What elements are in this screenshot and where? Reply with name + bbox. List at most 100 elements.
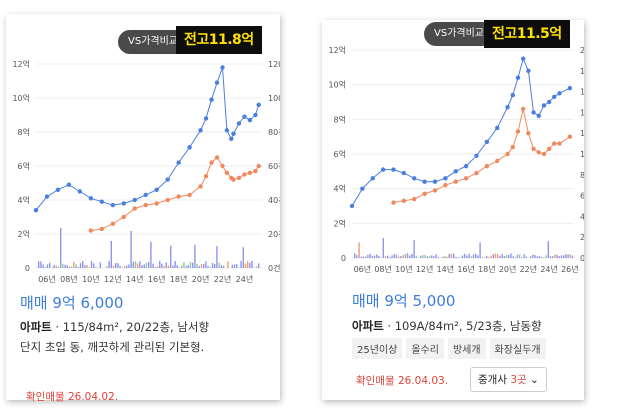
volume-bar	[231, 264, 233, 268]
sale-price-point	[391, 167, 396, 172]
volume-bar	[152, 263, 154, 268]
volume-bar	[481, 257, 483, 258]
sale-price-point	[154, 187, 159, 192]
jeonse-price-point	[515, 129, 521, 134]
volume-bar	[424, 254, 426, 258]
volume-bar	[55, 265, 57, 268]
sale-price-point	[474, 153, 479, 158]
property-spec: · 115/84m², 20/22층, 남서향	[51, 320, 210, 334]
agent-dropdown[interactable]: 중개사 3곳 ⌄	[470, 367, 547, 392]
volume-bar	[196, 264, 198, 268]
sale-price-point	[484, 139, 490, 145]
x-tick-label: 16년	[457, 264, 475, 274]
jeonse-price-point	[391, 200, 396, 205]
volume-bar	[220, 265, 222, 268]
sale-price-point	[55, 187, 61, 192]
volume-bar	[426, 256, 428, 258]
volume-bar	[108, 261, 110, 268]
volume-bar	[433, 256, 435, 258]
volume-bar	[90, 260, 93, 268]
jeonse-price-point	[203, 174, 209, 179]
x-tick-label: 08년	[374, 264, 392, 274]
listing-card-right[interactable]: 12억 10억 8억 6억 4억 2억 0 20건 18건 16건 14건 12건 10건 8건 6건 4건 2…	[322, 20, 584, 400]
volume-bar	[356, 255, 358, 258]
y-right-tick-label: 2건	[580, 232, 584, 242]
volume-bar	[389, 256, 391, 258]
volume-bar	[387, 255, 389, 258]
volume-bar	[567, 254, 569, 258]
volume-bar	[400, 256, 402, 258]
volume-bar	[541, 257, 543, 258]
volume-bar	[472, 254, 475, 258]
volume-bar	[393, 253, 395, 258]
sale-price-point	[224, 128, 230, 133]
volume-bar	[468, 253, 470, 258]
volume-bar	[466, 255, 468, 258]
volume-bar	[242, 247, 244, 268]
volume-bar	[516, 254, 519, 258]
volume-bar	[251, 261, 253, 268]
volume-bar	[563, 255, 565, 258]
volume-bar	[446, 256, 448, 258]
volume-bar	[185, 265, 187, 268]
volume-bar	[508, 255, 510, 258]
jeonse-price-point	[253, 168, 258, 174]
sale-price-point	[349, 203, 355, 209]
listing-card-left[interactable]: 12억 10억 8억 6억 4억 2억 0 120건 100건 80건 60건 40건 20건 0건 06년…	[6, 14, 280, 403]
sale-price-point	[187, 145, 192, 150]
volume-bar	[411, 253, 413, 258]
sale-price-point	[231, 131, 236, 136]
volume-bar	[536, 256, 538, 258]
volume-bar	[547, 241, 549, 258]
chevron-down-icon: ⌄	[530, 374, 539, 386]
volume-bar	[176, 265, 178, 268]
jeonse-price-point	[154, 201, 159, 206]
volume-bar	[132, 261, 134, 268]
sale-price-point	[203, 116, 209, 121]
price-chart-right: 12억 10억 8억 6억 4억 2억 0 20건 18건 16건 14건 12건 10건 8건 6건 4건 2…	[328, 45, 584, 274]
volume-bar	[207, 265, 209, 268]
volume-bar	[376, 254, 378, 258]
sale-price-point	[401, 170, 407, 176]
volume-bar	[497, 254, 499, 258]
sale-price-point	[143, 192, 148, 198]
volume-bar	[558, 256, 560, 258]
volume-bar	[431, 255, 433, 258]
jeonse-price-point	[531, 146, 536, 151]
volume-bar	[499, 255, 501, 258]
volume-bar	[198, 266, 200, 268]
volume-bar	[525, 256, 527, 258]
jeonse-price-point	[198, 184, 203, 189]
x-tick-label: 26년	[561, 264, 579, 274]
volume-bar	[503, 256, 505, 258]
volume-bar	[437, 257, 439, 258]
volume-bar	[244, 263, 247, 268]
sale-price-point	[256, 102, 261, 108]
volume-bar	[519, 254, 521, 258]
sale-price-point	[546, 99, 552, 105]
volume-bar	[360, 256, 362, 258]
sale-price-point	[165, 177, 170, 182]
vs-compare-button[interactable]: VS가격비교	[424, 22, 494, 46]
jeonse-price-point	[256, 163, 261, 169]
volume-bar	[73, 261, 75, 268]
sale-price-point	[176, 160, 181, 165]
volume-bar	[534, 255, 536, 258]
volume-bar	[415, 255, 417, 258]
y-right-tick-label: 120건	[268, 59, 280, 69]
y-right-tick-label: 20건	[580, 45, 584, 55]
volume-bar	[560, 255, 563, 258]
jeonse-price-point	[242, 172, 247, 177]
volume-bar	[189, 261, 192, 268]
sale-price-point	[432, 179, 438, 184]
volume-bar	[119, 265, 121, 268]
property-type: 아파트	[352, 319, 384, 333]
volume-bar	[115, 263, 117, 268]
volume-bar	[378, 255, 380, 258]
volume-bar	[40, 261, 42, 268]
volume-bar	[42, 264, 44, 268]
volume-bar	[530, 256, 532, 258]
y-right-tick-label: 0건	[268, 263, 280, 273]
sale-price-point	[253, 112, 258, 118]
x-tick-label: 06년	[38, 274, 56, 284]
